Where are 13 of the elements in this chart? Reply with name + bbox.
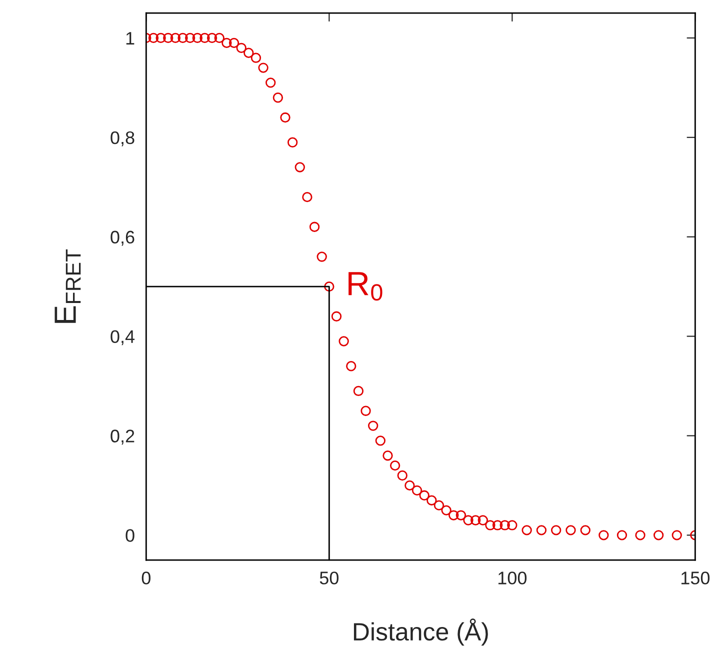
y-tick-label: 0,6 [110, 230, 134, 246]
y-axis-title: E$_{FRET}$ [54, 249, 81, 323]
y-tick-label: 1 [126, 32, 134, 45]
x-tick-label: 0 [142, 572, 150, 584]
x-tick-label: 100 [498, 572, 527, 584]
x-tick-label: 150 [681, 572, 710, 584]
y-tick-label: 0,2 [110, 430, 134, 445]
x-axis-title: Distance (Å) [354, 618, 488, 646]
y-tick-label: 0,4 [110, 330, 135, 346]
x-tick-label: 50 [320, 572, 339, 584]
annotation: R$_{0}$ [348, 272, 382, 301]
y-tick-label: 0 [126, 529, 134, 542]
y-tick-label: 0,8 [110, 131, 134, 146]
